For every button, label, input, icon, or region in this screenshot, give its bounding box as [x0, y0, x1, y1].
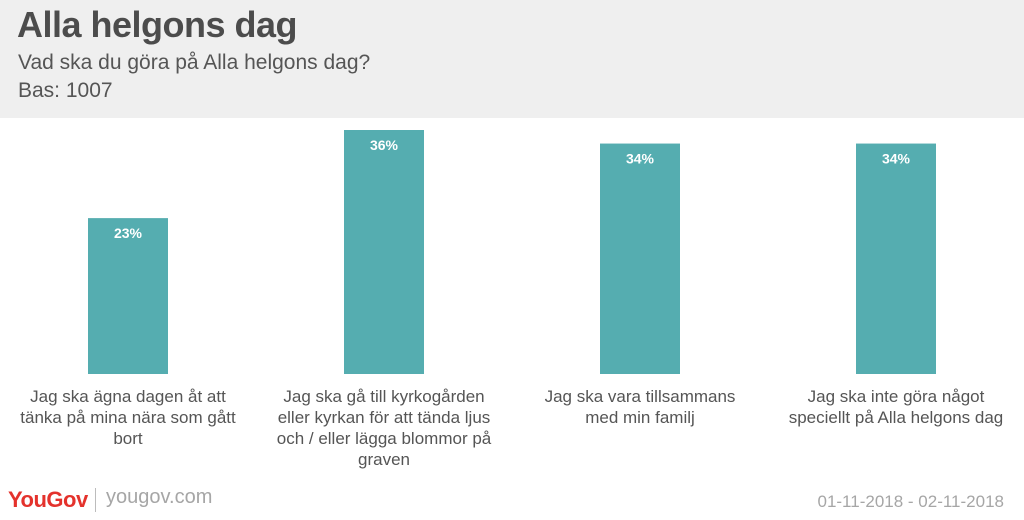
sample-base: Bas: 1007: [18, 79, 113, 102]
category-label: Jag ska ägna dagen åt att tänka på mina n…: [20, 387, 236, 448]
bar-value-label: 36%: [370, 137, 399, 153]
bar-value-label: 23%: [114, 225, 143, 241]
chart-question: Vad ska du göra på Alla helgons dag?: [18, 51, 371, 74]
bar: [344, 130, 424, 374]
yougov-logo[interactable]: YouGov: [8, 487, 88, 512]
category-label: Jag ska gå till kyrkogården eller kyrkan …: [277, 387, 492, 469]
bar-chart: 23% Jag ska ägna dagen åt att tänka på min…: [20, 130, 1004, 469]
survey-dates: 01-11-2018 - 02-11-2018: [817, 492, 1004, 511]
bar: [88, 218, 168, 374]
bar-value-label: 34%: [626, 151, 655, 167]
category-label: Jag ska inte göra något speciellt på Alla…: [789, 387, 1004, 427]
category-label: Jag ska vara tillsammans med min familj: [545, 387, 736, 427]
footer-url-link[interactable]: yougov.com: [106, 486, 213, 508]
bar: [856, 143, 936, 374]
chart-title: Alla helgons dag: [17, 4, 298, 45]
footer-divider: [95, 488, 96, 512]
chart-header: Alla helgons dag Vad ska du göra på Alla…: [0, 0, 1024, 118]
bar-value-label: 34%: [882, 151, 911, 167]
bar: [600, 143, 680, 374]
